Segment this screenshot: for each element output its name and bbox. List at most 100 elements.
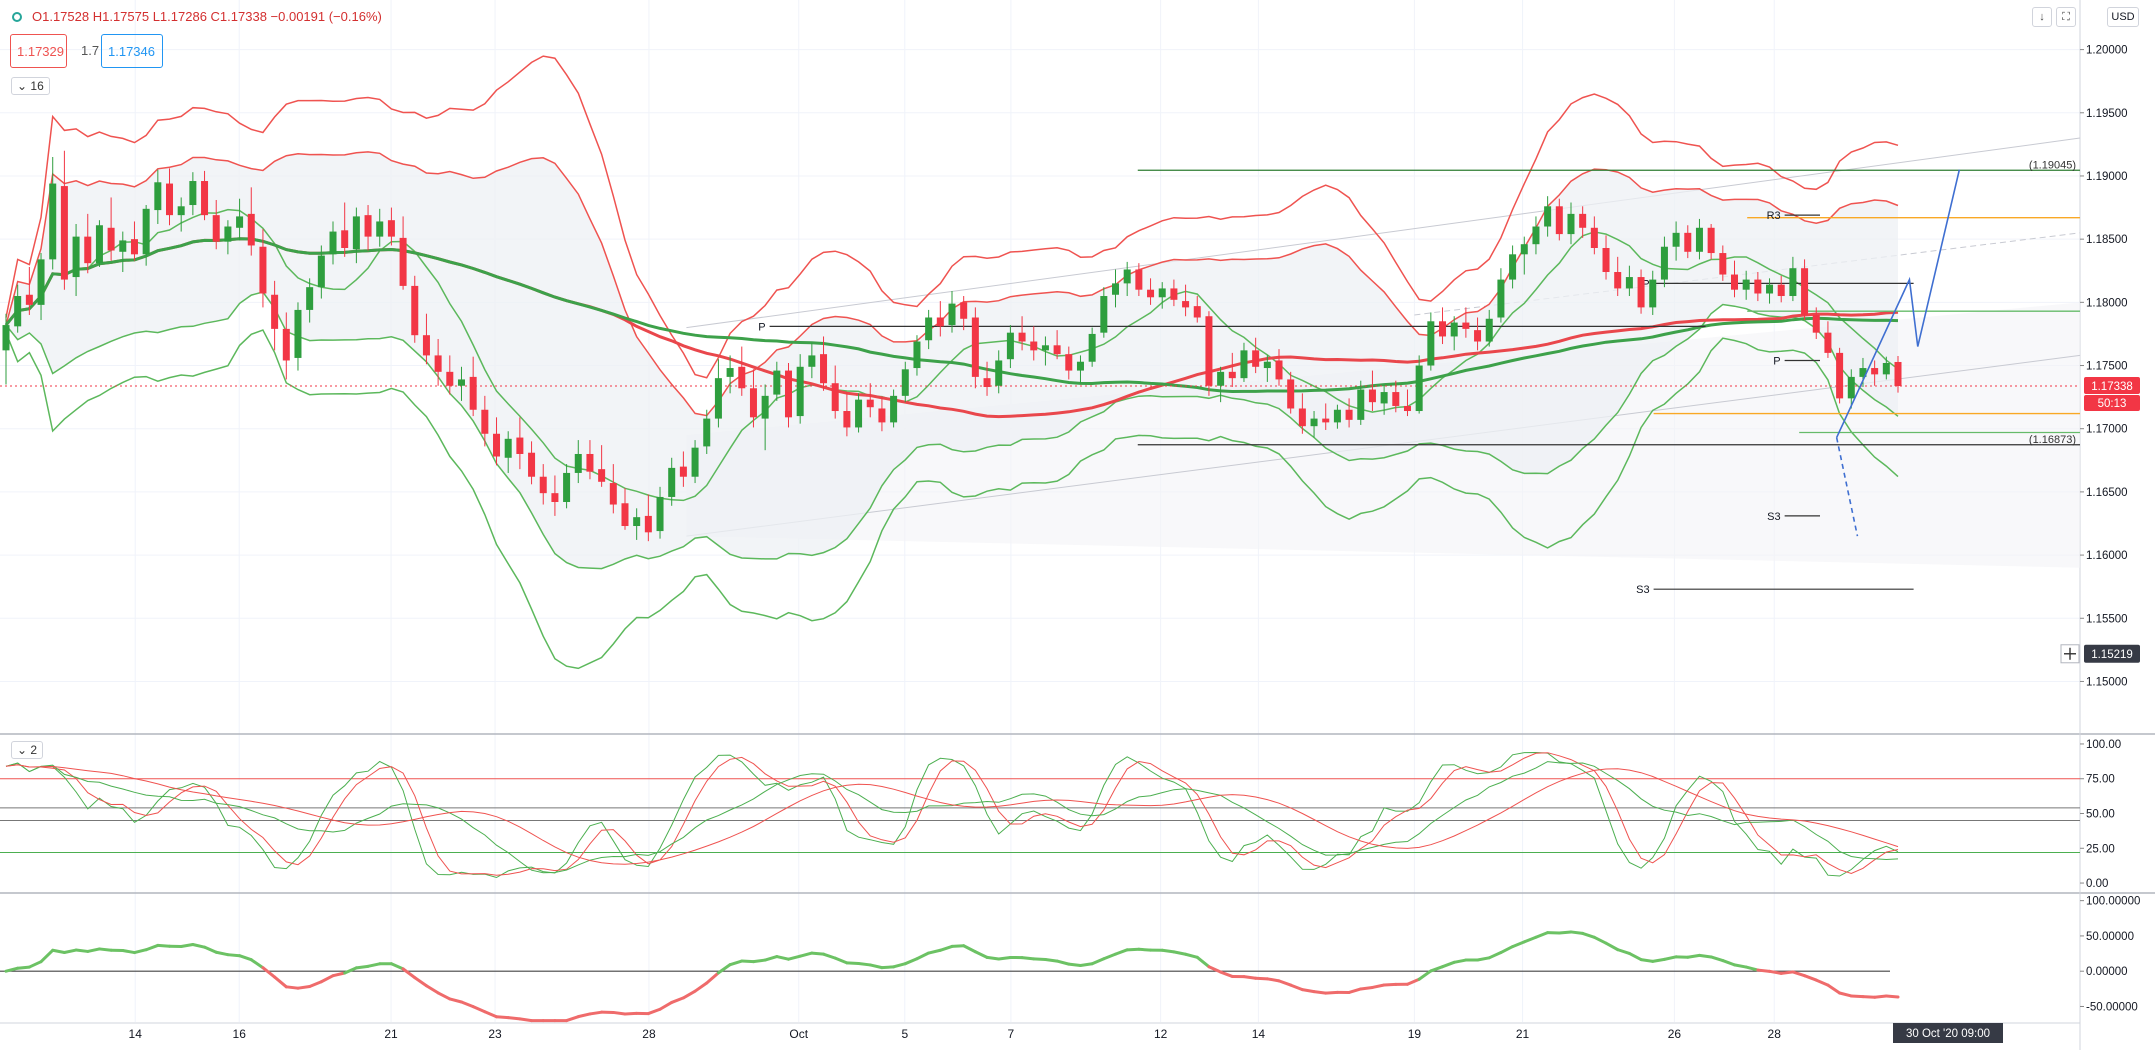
momentum-segment	[1207, 965, 1223, 974]
momentum-segment	[459, 1000, 475, 1009]
momentum-segment	[62, 948, 78, 954]
momentum-segment	[880, 965, 896, 970]
candle	[446, 371, 454, 386]
price-tick-label: 100.00000	[2086, 896, 2140, 908]
candle	[1579, 213, 1587, 228]
momentum-segment	[565, 1015, 580, 1023]
momentum-segment	[728, 959, 744, 967]
lower-band	[5, 291, 1899, 570]
momentum-segment	[261, 966, 277, 979]
price-tick-label: 50.00000	[2086, 931, 2134, 943]
price-tick-label: 1.18000	[2086, 297, 2128, 309]
candle	[878, 408, 886, 423]
price-tick-label: 1.18500	[2086, 234, 2128, 246]
candle	[364, 215, 372, 237]
currency-label[interactable]: USD	[2107, 7, 2139, 27]
momentum-segment	[448, 997, 463, 1004]
candle	[1147, 289, 1155, 298]
momentum-segment	[1429, 965, 1445, 973]
candle	[504, 438, 512, 458]
candle	[352, 216, 360, 250]
candle	[1065, 354, 1073, 371]
candle	[224, 226, 232, 242]
price-tick-label: 1.19500	[2086, 108, 2128, 120]
candle	[516, 437, 524, 454]
candle	[1462, 322, 1470, 329]
candle	[399, 237, 407, 286]
momentum-segment	[27, 960, 43, 969]
candle	[1602, 247, 1610, 273]
momentum-segment	[740, 959, 755, 964]
momentum-segment	[1405, 977, 1421, 986]
candle	[212, 215, 220, 242]
pivot-value-label: (1.19045)	[2029, 159, 2076, 171]
candle	[1730, 274, 1738, 290]
momentum-segment	[1102, 952, 1118, 961]
sell-price-button[interactable]: 1.17329	[10, 34, 67, 68]
momentum-segment	[16, 965, 31, 970]
buy-price-button[interactable]: 1.17346	[101, 34, 163, 68]
candle	[761, 395, 769, 419]
candle	[586, 453, 594, 472]
price-tick-label: 1.20000	[2086, 45, 2128, 57]
candle	[2, 325, 10, 351]
candle	[1357, 389, 1365, 420]
time-tick-label: Oct	[789, 1027, 808, 1041]
candle	[1415, 365, 1423, 412]
candle	[539, 476, 547, 494]
candle	[1555, 206, 1563, 235]
fullscreen-icon[interactable]: ⛶	[2056, 7, 2076, 27]
price-tick-label: 1.15000	[2086, 676, 2128, 688]
candle	[411, 285, 419, 336]
stoch-pane-collapse-button[interactable]: ⌄ 2	[11, 741, 44, 759]
stoch-series-line	[5, 751, 1899, 879]
candle	[37, 259, 45, 305]
momentum-pane	[0, 930, 1900, 1023]
scroll-down-icon[interactable]: ↓	[2032, 7, 2052, 27]
momentum-segment	[1779, 970, 1795, 975]
momentum-segment	[39, 948, 55, 964]
candle	[1871, 368, 1879, 375]
candle	[236, 216, 244, 228]
candle	[1076, 361, 1084, 371]
candle	[142, 208, 150, 255]
momentum-segment	[915, 951, 931, 961]
countdown-badge	[2084, 394, 2140, 411]
momentum-segment	[1417, 969, 1433, 981]
candle	[796, 366, 804, 417]
projection-path	[1835, 169, 1961, 438]
momentum-segment	[1254, 976, 1269, 981]
momentum-segment	[1826, 983, 1842, 995]
momentum-segment	[1616, 948, 1631, 955]
candle	[656, 496, 664, 532]
price-tick-label: 1.17000	[2086, 424, 2128, 436]
momentum-segment	[74, 948, 90, 953]
momentum-segment	[1651, 957, 1666, 963]
candle	[1041, 345, 1049, 351]
candle	[855, 399, 863, 428]
momentum-segment	[623, 1011, 639, 1016]
outer-lower-band	[5, 329, 1899, 670]
pivot-label: P	[758, 321, 765, 333]
candle	[1006, 332, 1014, 360]
candle	[1240, 350, 1248, 379]
candle	[1252, 350, 1260, 367]
candle	[1123, 269, 1131, 284]
candle	[948, 303, 956, 326]
momentum-segment	[4, 966, 20, 973]
main-pane-collapse-button[interactable]: ⌄ 16	[11, 77, 50, 95]
price-tick-label: 50.00	[2086, 809, 2115, 821]
momentum-segment	[892, 962, 907, 969]
candle	[820, 354, 828, 384]
price-tick-label: 100.00	[2086, 739, 2121, 751]
momentum-segment	[401, 967, 417, 980]
momentum-segment	[144, 943, 160, 952]
momentum-segment	[611, 1010, 627, 1016]
candle	[1263, 361, 1271, 369]
momentum-segment	[1557, 930, 1573, 935]
momentum-segment	[1873, 994, 1888, 999]
momentum-segment	[1697, 953, 1713, 959]
momentum-segment	[973, 950, 989, 959]
momentum-segment	[97, 947, 113, 952]
